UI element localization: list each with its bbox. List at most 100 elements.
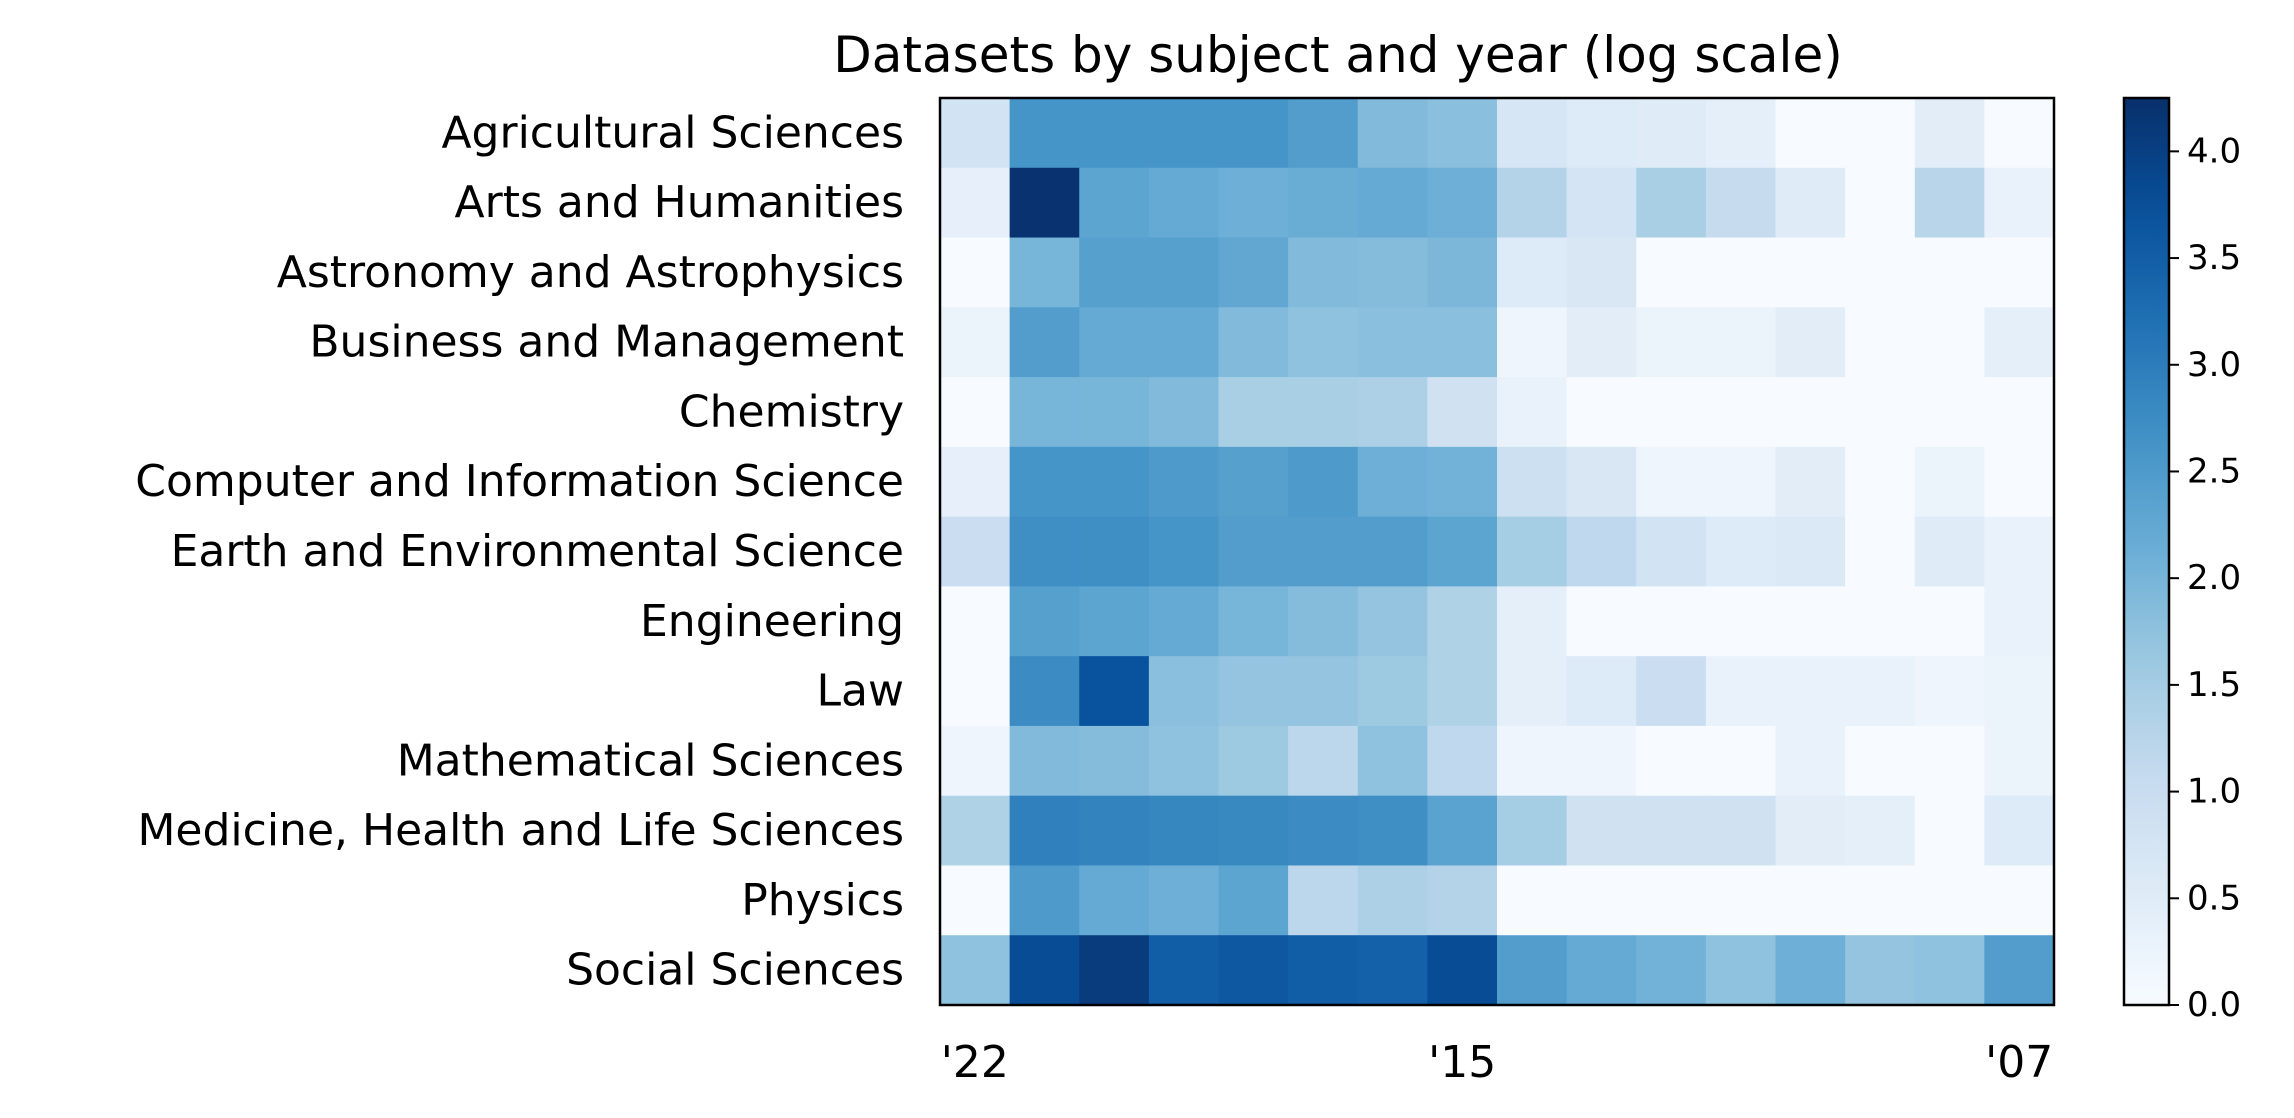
- heatmap-cell: [1775, 516, 1846, 587]
- colorbar-tick-label: 0.5: [2187, 878, 2241, 918]
- y-tick-label: Agricultural Sciences: [441, 107, 904, 158]
- heatmap-cell: [1218, 167, 1289, 239]
- heatmap-cell: [1288, 377, 1359, 448]
- heatmap-cell: [1357, 586, 1428, 657]
- heatmap-cell: [1148, 865, 1220, 936]
- heatmap-cell: [1845, 516, 1916, 587]
- heatmap-cell: [1288, 98, 1359, 169]
- heatmap-cell: [1636, 237, 1707, 308]
- colorbar-tick-label: 3.0: [2187, 345, 2241, 385]
- heatmap-cell: [940, 795, 1011, 867]
- heatmap-cell: [1218, 516, 1289, 587]
- heatmap-cell: [1566, 516, 1637, 587]
- heatmap-cell: [1288, 237, 1359, 308]
- heatmap-cell: [1566, 307, 1637, 378]
- heatmap-cell: [1148, 446, 1220, 518]
- heatmap-cell: [1984, 795, 2055, 867]
- colorbar-ticks: 0.0 0.5 1.0 1.5 2.0 2.5 3.0 3.5 4.0: [2169, 131, 2241, 1025]
- heatmap-cell: [1914, 237, 1985, 308]
- y-tick-label: Arts and Humanities: [455, 177, 905, 228]
- heatmap-cell: [1705, 307, 1777, 378]
- heatmap-cell: [1984, 935, 2055, 1006]
- heatmap-cell: [1775, 307, 1846, 378]
- heatmap-cell: [1427, 446, 1498, 518]
- heatmap-cell: [940, 98, 1011, 169]
- heatmap-cell: [1079, 656, 1150, 727]
- heatmap-cell: [1566, 935, 1637, 1006]
- colorbar-tick-label: 1.5: [2187, 665, 2241, 705]
- heatmap-cell: [1218, 795, 1289, 867]
- heatmap-cell: [1079, 516, 1150, 587]
- heatmap-cell: [1009, 795, 1080, 867]
- heatmap-cell: [1079, 725, 1150, 797]
- heatmap-cell: [1845, 935, 1916, 1006]
- heatmap-cell: [940, 167, 1011, 239]
- heatmap-cell: [1009, 237, 1080, 308]
- heatmap-cell: [1427, 865, 1498, 936]
- heatmap-cell: [1218, 935, 1289, 1006]
- heatmap-cell: [1009, 307, 1080, 378]
- y-tick-label: Social Sciences: [566, 945, 904, 996]
- heatmap-cell: [1984, 307, 2055, 378]
- heatmap-cell: [1984, 237, 2055, 308]
- heatmap-cell: [1009, 586, 1080, 657]
- heatmap-cell: [1079, 167, 1150, 239]
- heatmap-cell: [1079, 237, 1150, 308]
- colorbar-tick-label: 4.0: [2187, 131, 2241, 171]
- heatmap-cell: [1497, 377, 1568, 448]
- y-tick-label: Astronomy and Astrophysics: [277, 247, 904, 298]
- heatmap-cell: [1218, 98, 1289, 169]
- heatmap-cell: [1636, 725, 1707, 797]
- heatmap-cell: [1636, 446, 1707, 518]
- heatmap-cell: [1636, 586, 1707, 657]
- heatmap-cell: [1357, 725, 1428, 797]
- heatmap-cell: [1566, 98, 1637, 169]
- heatmap-cell: [1845, 237, 1916, 308]
- heatmap-cell: [1497, 98, 1568, 169]
- heatmap-cell: [1218, 586, 1289, 657]
- heatmap-cell: [1636, 865, 1707, 936]
- heatmap-cell: [1636, 935, 1707, 1006]
- heatmap-cell: [1705, 377, 1777, 448]
- heatmap-cell: [1775, 377, 1846, 448]
- heatmap-cell: [1497, 237, 1568, 308]
- colorbar-tick-label: 2.5: [2187, 451, 2241, 491]
- heatmap-cell: [1914, 167, 1985, 239]
- chart-title: Datasets by subject and year (log scale): [833, 26, 1842, 84]
- plot-frame: [938, 96, 2056, 1007]
- heatmap-cell: [1148, 586, 1220, 657]
- heatmap-cell: [1009, 516, 1080, 587]
- heatmap-cell: [1914, 795, 1985, 867]
- heatmap-cell: [1427, 377, 1498, 448]
- heatmap-cell: [1914, 98, 1985, 169]
- y-axis-labels: Agricultural Sciences Arts and Humanities…: [135, 107, 904, 995]
- heatmap-cell: [1148, 516, 1220, 587]
- heatmap-cell: [1845, 377, 1916, 448]
- heatmap-cell: [1427, 516, 1498, 587]
- heatmap-cell: [1357, 98, 1428, 169]
- heatmap-cell: [1009, 656, 1080, 727]
- heatmap-cell: [1218, 865, 1289, 936]
- heatmap-cell: [1357, 167, 1428, 239]
- heatmap-cell: [1845, 795, 1916, 867]
- heatmap-cell: [1705, 446, 1777, 518]
- heatmap-cell: [1845, 167, 1916, 239]
- y-tick-label: Earth and Environmental Science: [171, 526, 904, 577]
- heatmap-cell: [940, 237, 1011, 308]
- heatmap-cell: [940, 586, 1011, 657]
- x-tick-label: '15: [1428, 1037, 1496, 1088]
- heatmap-cell: [1845, 865, 1916, 936]
- heatmap-cell: [1566, 237, 1637, 308]
- heatmap-cell: [1636, 307, 1707, 378]
- heatmap-cell: [1636, 167, 1707, 239]
- heatmap-cell: [1288, 167, 1359, 239]
- heatmap-cell: [1148, 377, 1220, 448]
- heatmap-cell: [1566, 446, 1637, 518]
- heatmap-cell: [1218, 377, 1289, 448]
- heatmap-cell: [1288, 586, 1359, 657]
- heatmap-cell: [1775, 795, 1846, 867]
- x-axis-labels: '22 '15 '07: [941, 1037, 2053, 1088]
- heatmap-cell: [1636, 516, 1707, 587]
- heatmap-cell: [1427, 167, 1498, 239]
- heatmap-cell: [1705, 98, 1777, 169]
